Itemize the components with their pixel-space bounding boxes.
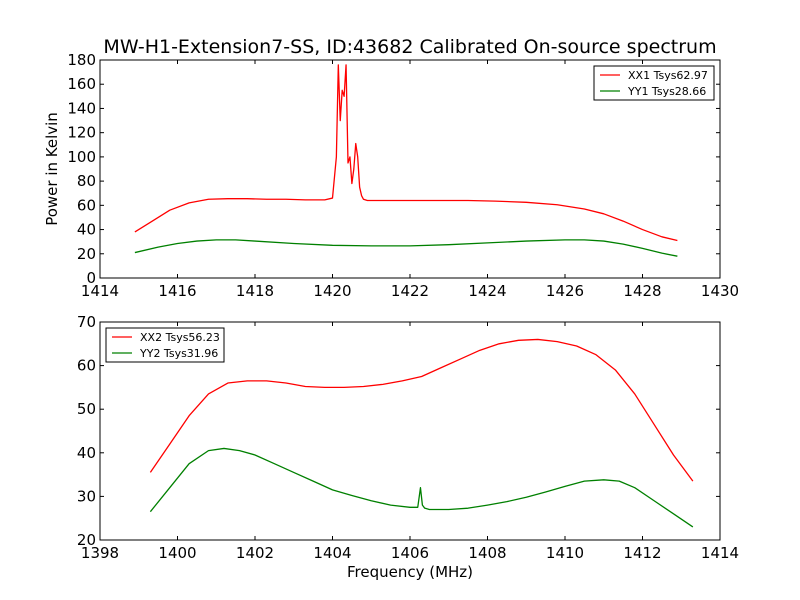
top-subplot: 1414 1416 1418 1420 1422 1424 1426 1428 1430 0 20 4… bbox=[43, 51, 739, 300]
top-y-axis-label: Power in Kelvin bbox=[43, 112, 61, 226]
top-y-tick-label: 40 bbox=[77, 221, 96, 239]
bottom-y-tick-label: 60 bbox=[77, 357, 96, 375]
bottom-legend-label-2: YY2 Tsys31.96 bbox=[139, 347, 218, 360]
bottom-y-tick-label: 50 bbox=[77, 400, 96, 418]
top-y-tick-label: 140 bbox=[67, 99, 96, 117]
bottom-y-tick-label: 40 bbox=[77, 444, 96, 462]
top-legend: XX1 Tsys62.97 YY1 Tsys28.66 bbox=[593, 65, 715, 101]
top-x-tick-label: 1426 bbox=[546, 282, 584, 300]
top-x-tick-label: 1430 bbox=[701, 282, 739, 300]
top-x-tick-label: 1418 bbox=[236, 282, 274, 300]
top-y-tick-label: 160 bbox=[67, 75, 96, 93]
chart-title: MW-H1-Extension7-SS, ID:43682 Calibrated… bbox=[103, 36, 716, 58]
bottom-y-tick-label: 70 bbox=[77, 313, 96, 331]
top-series-layer bbox=[134, 64, 678, 257]
top-y-tick-label: 180 bbox=[67, 51, 96, 69]
bottom-series-line-1 bbox=[149, 338, 694, 482]
top-y-tick-label: 20 bbox=[77, 245, 96, 263]
bottom-y-tick-label: 30 bbox=[77, 487, 96, 505]
bottom-x-tick-label: 1414 bbox=[701, 544, 739, 562]
top-y-tick-label: 80 bbox=[77, 172, 96, 190]
bottom-x-tick-label: 1412 bbox=[623, 544, 661, 562]
top-x-tick-label: 1414 bbox=[81, 282, 119, 300]
top-x-tick-label: 1420 bbox=[313, 282, 351, 300]
top-legend-label-1: XX1 Tsys62.97 bbox=[628, 69, 708, 82]
bottom-x-axis-label: Frequency (MHz) bbox=[347, 563, 473, 581]
top-series-line-2 bbox=[134, 239, 678, 257]
top-x-tick-label: 1416 bbox=[158, 282, 196, 300]
top-legend-label-2: YY1 Tsys28.66 bbox=[627, 85, 706, 98]
top-y-tick-label: 120 bbox=[67, 124, 96, 142]
top-y-tick-label: 60 bbox=[77, 196, 96, 214]
top-y-tick-label: 0 bbox=[86, 269, 96, 287]
top-legend-box bbox=[593, 65, 715, 101]
bottom-x-tick-label: 1402 bbox=[236, 544, 274, 562]
top-x-tick-label: 1428 bbox=[623, 282, 661, 300]
bottom-x-tick-label: 1404 bbox=[313, 544, 351, 562]
bottom-x-tick-label: 1410 bbox=[546, 544, 584, 562]
top-series-line-1 bbox=[134, 64, 678, 242]
bottom-legend-label-1: XX2 Tsys56.23 bbox=[140, 331, 220, 344]
bottom-legend: XX2 Tsys56.23 YY2 Tsys31.96 bbox=[105, 327, 225, 363]
bottom-y-tick-label: 20 bbox=[77, 531, 96, 549]
bottom-series-line-2 bbox=[149, 447, 694, 528]
bottom-x-tick-label: 1398 bbox=[81, 544, 119, 562]
top-ticks: 1414 1416 1418 1420 1422 1424 1426 1428 1430 0 20 4… bbox=[67, 51, 739, 300]
top-y-tick-label: 100 bbox=[67, 148, 96, 166]
bottom-legend-box bbox=[105, 327, 225, 363]
top-x-tick-label: 1424 bbox=[468, 282, 506, 300]
bottom-subplot: 1398 1400 1402 1404 1406 1408 1410 1412 1414 20 30… bbox=[77, 313, 739, 581]
bottom-x-tick-label: 1408 bbox=[468, 544, 506, 562]
bottom-x-tick-label: 1406 bbox=[391, 544, 429, 562]
bottom-series-layer bbox=[149, 338, 694, 528]
bottom-x-tick-label: 1400 bbox=[158, 544, 196, 562]
bottom-ticks: 1398 1400 1402 1404 1406 1408 1410 1412 1414 20 30… bbox=[77, 313, 739, 562]
top-x-tick-label: 1422 bbox=[391, 282, 429, 300]
